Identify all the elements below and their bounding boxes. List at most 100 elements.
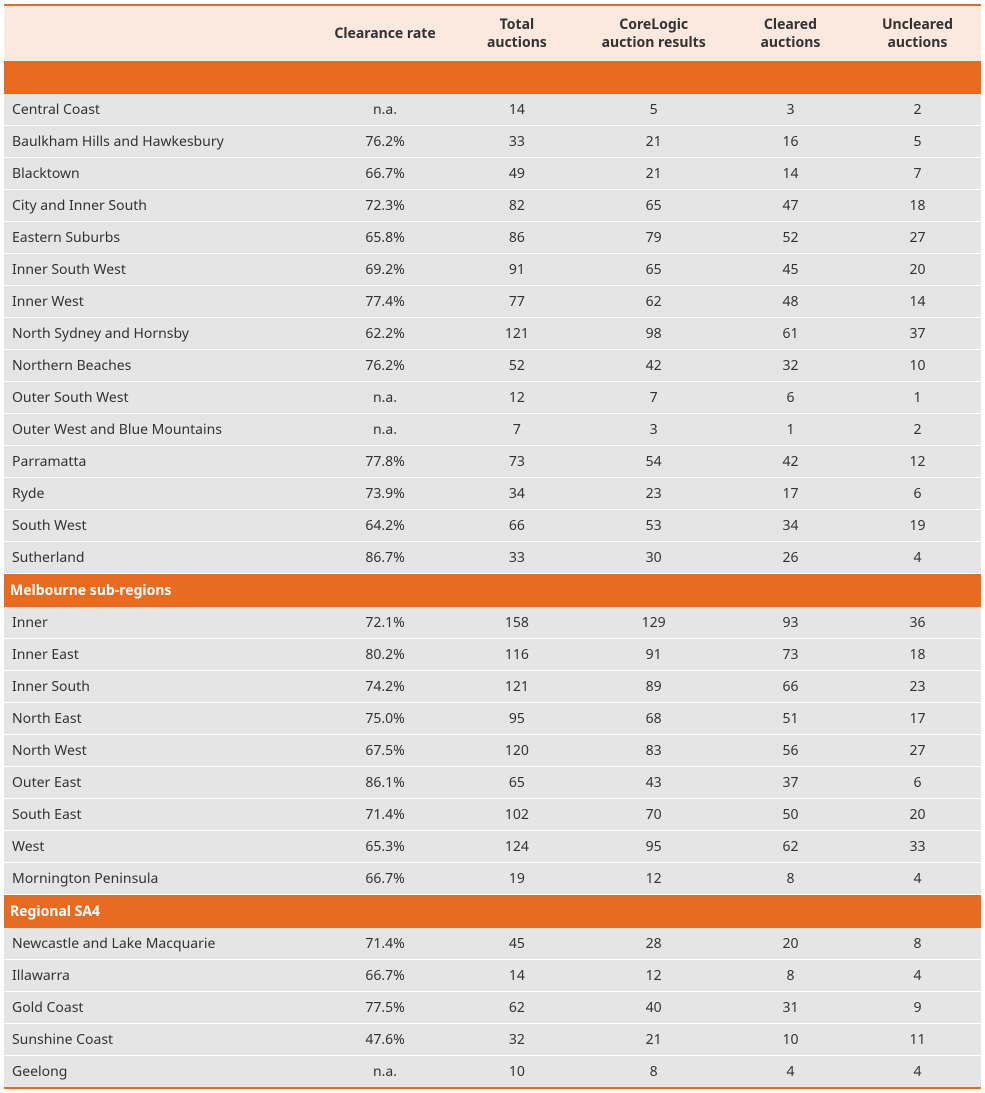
cell-value: 4: [727, 1056, 854, 1089]
cell-value: 7: [453, 414, 580, 446]
cell-value: n.a.: [317, 1056, 454, 1089]
cell-region: Outer East: [4, 767, 317, 799]
table-row: Outer East86.1%6543376: [4, 767, 981, 799]
cell-value: 124: [453, 831, 580, 863]
table-row: North Sydney and Hornsby62.2%121986137: [4, 318, 981, 350]
col-corelogic-results: CoreLogicauction results: [580, 5, 727, 61]
table-header: Clearance rate Totalauctions CoreLogicau…: [4, 5, 981, 61]
cell-value: 77.8%: [317, 446, 454, 478]
cell-region: Gold Coast: [4, 992, 317, 1024]
cell-value: 20: [854, 799, 981, 831]
section-label: Melbourne sub-regions: [4, 574, 981, 608]
cell-value: 71.4%: [317, 799, 454, 831]
cell-region: South West: [4, 510, 317, 542]
cell-value: 45: [727, 254, 854, 286]
cell-value: 95: [453, 703, 580, 735]
cell-value: 73: [453, 446, 580, 478]
cell-value: 102: [453, 799, 580, 831]
cell-value: 42: [580, 350, 727, 382]
cell-value: 21: [580, 1024, 727, 1056]
cell-value: 158: [453, 607, 580, 639]
table-row: Mornington Peninsula66.7%191284: [4, 863, 981, 895]
cell-value: 33: [453, 126, 580, 158]
cell-region: Sunshine Coast: [4, 1024, 317, 1056]
cell-value: 61: [727, 318, 854, 350]
cell-value: 12: [580, 960, 727, 992]
cell-value: 40: [580, 992, 727, 1024]
table-row: North West67.5%120835627: [4, 735, 981, 767]
cell-value: 32: [453, 1024, 580, 1056]
cell-value: 23: [854, 671, 981, 703]
cell-value: 80.2%: [317, 639, 454, 671]
cell-value: 121: [453, 318, 580, 350]
table-row: Inner West77.4%77624814: [4, 286, 981, 318]
cell-value: 17: [854, 703, 981, 735]
cell-region: Inner West: [4, 286, 317, 318]
cell-value: 91: [453, 254, 580, 286]
cell-value: 66.7%: [317, 158, 454, 190]
cell-value: 36: [854, 607, 981, 639]
cell-region: Ryde: [4, 478, 317, 510]
cell-value: 76.2%: [317, 350, 454, 382]
cell-value: 2: [854, 94, 981, 126]
cell-value: 79: [580, 222, 727, 254]
cell-value: 37: [854, 318, 981, 350]
table-row: Blacktown66.7%4921147: [4, 158, 981, 190]
cell-region: Outer South West: [4, 382, 317, 414]
cell-region: Blacktown: [4, 158, 317, 190]
section-header: [4, 61, 981, 94]
cell-value: 10: [453, 1056, 580, 1089]
cell-value: 12: [453, 382, 580, 414]
cell-value: 6: [854, 478, 981, 510]
cell-value: 20: [727, 928, 854, 960]
cell-value: 98: [580, 318, 727, 350]
table-row: Outer South Westn.a.12761: [4, 382, 981, 414]
cell-value: n.a.: [317, 94, 454, 126]
cell-value: 17: [727, 478, 854, 510]
cell-value: 7: [854, 158, 981, 190]
cell-value: 4: [854, 960, 981, 992]
cell-value: 75.0%: [317, 703, 454, 735]
cell-value: 93: [727, 607, 854, 639]
cell-value: 14: [453, 960, 580, 992]
cell-value: 82: [453, 190, 580, 222]
cell-value: 47: [727, 190, 854, 222]
cell-region: West: [4, 831, 317, 863]
cell-value: 65.3%: [317, 831, 454, 863]
cell-value: 52: [453, 350, 580, 382]
cell-value: 5: [854, 126, 981, 158]
cell-value: 4: [854, 1056, 981, 1089]
cell-value: 95: [580, 831, 727, 863]
cell-value: 86.1%: [317, 767, 454, 799]
cell-value: 9: [854, 992, 981, 1024]
cell-value: 67.5%: [317, 735, 454, 767]
cell-value: 70: [580, 799, 727, 831]
cell-value: 72.3%: [317, 190, 454, 222]
cell-value: 30: [580, 542, 727, 574]
table-row: Inner South74.2%121896623: [4, 671, 981, 703]
cell-region: Inner South West: [4, 254, 317, 286]
cell-value: 21: [580, 126, 727, 158]
cell-value: 65: [580, 190, 727, 222]
table-row: Inner East80.2%116917318: [4, 639, 981, 671]
cell-region: Outer West and Blue Mountains: [4, 414, 317, 446]
cell-value: 47.6%: [317, 1024, 454, 1056]
cell-value: 65: [453, 767, 580, 799]
cell-value: 77.4%: [317, 286, 454, 318]
cell-region: Inner East: [4, 639, 317, 671]
cell-value: 66.7%: [317, 863, 454, 895]
cell-value: 64.2%: [317, 510, 454, 542]
table-row: Newcastle and Lake Macquarie71.4%4528208: [4, 928, 981, 960]
cell-value: 56: [727, 735, 854, 767]
cell-value: 18: [854, 190, 981, 222]
table-row: City and Inner South72.3%82654718: [4, 190, 981, 222]
cell-value: 8: [854, 928, 981, 960]
cell-value: 53: [580, 510, 727, 542]
col-clearance-rate: Clearance rate: [317, 5, 454, 61]
cell-value: 74.2%: [317, 671, 454, 703]
table-row: South East71.4%102705020: [4, 799, 981, 831]
cell-value: 49: [453, 158, 580, 190]
cell-region: North West: [4, 735, 317, 767]
cell-value: 73: [727, 639, 854, 671]
section-header: Melbourne sub-regions: [4, 574, 981, 608]
